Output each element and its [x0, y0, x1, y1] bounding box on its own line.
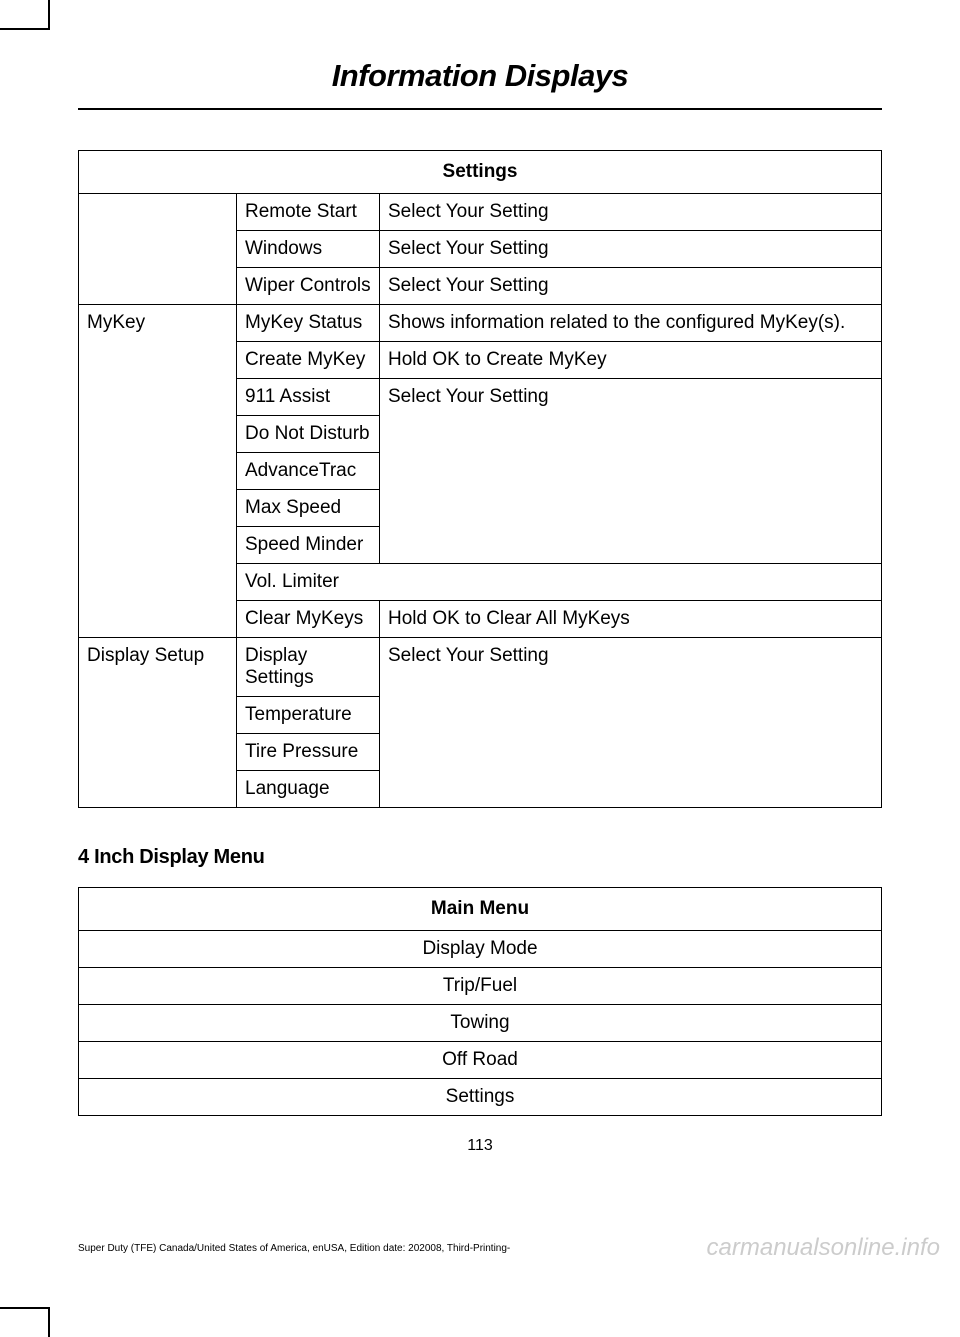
cell-option: Max Speed	[237, 490, 380, 527]
section-heading: 4 Inch Display Menu	[78, 846, 882, 869]
cell-value: Select Your Setting	[380, 268, 882, 305]
menu-item: Towing	[79, 1005, 882, 1042]
cell-option: 911 Assist	[237, 379, 380, 416]
settings-header: Settings	[79, 151, 882, 194]
menu-item: Settings	[79, 1079, 882, 1116]
cell-value: Select Your Setting	[380, 194, 882, 231]
cell-option: Create MyKey	[237, 342, 380, 379]
cell-option: MyKey Status	[237, 305, 380, 342]
crop-mark-bottom-left	[0, 1307, 50, 1337]
cell-option: Display Settings	[237, 638, 380, 697]
table-row: Trip/Fuel	[79, 968, 882, 1005]
watermark: carmanualsonline.info	[707, 1234, 940, 1262]
main-menu-header: Main Menu	[79, 888, 882, 931]
table-header-row: Settings	[79, 151, 882, 194]
cell-option: Do Not Disturb	[237, 416, 380, 453]
page-header: Information Displays	[0, 0, 960, 102]
crop-mark-top-left	[0, 0, 50, 30]
cell-option: Speed Minder	[237, 527, 380, 564]
table-row: Display Mode	[79, 931, 882, 968]
cell-option: Temperature	[237, 697, 380, 734]
menu-item: Trip/Fuel	[79, 968, 882, 1005]
cell-option: Clear MyKeys	[237, 601, 380, 638]
cell-option: Windows	[237, 231, 380, 268]
table-header-row: Main Menu	[79, 888, 882, 931]
footer-text: Super Duty (TFE) Canada/United States of…	[78, 1243, 510, 1254]
page-title: Information Displays	[0, 58, 960, 94]
cell-category: MyKey	[79, 305, 237, 638]
cell-value: Select Your Setting	[380, 638, 882, 808]
table-row: Off Road	[79, 1042, 882, 1079]
main-menu-table: Main Menu Display Mode Trip/Fuel Towing …	[78, 887, 882, 1116]
cell-value: Select Your Setting	[380, 231, 882, 268]
cell-category: Display Setup	[79, 638, 237, 808]
settings-table: Settings Remote Start Select Your Settin…	[78, 150, 882, 808]
table-row: Towing	[79, 1005, 882, 1042]
content-area: Settings Remote Start Select Your Settin…	[0, 110, 960, 1116]
cell-category	[79, 194, 237, 305]
cell-value: Hold OK to Clear All MyKeys	[380, 601, 882, 638]
table-row: Display Setup Display Settings Select Yo…	[79, 638, 882, 697]
cell-option: Remote Start	[237, 194, 380, 231]
page-number: 113	[0, 1137, 960, 1155]
cell-option: Language	[237, 771, 380, 808]
table-row: Remote Start Select Your Setting	[79, 194, 882, 231]
cell-option: AdvanceTrac	[237, 453, 380, 490]
menu-item: Off Road	[79, 1042, 882, 1079]
cell-option: Tire Pressure	[237, 734, 380, 771]
cell-option: Wiper Controls	[237, 268, 380, 305]
cell-value: Select Your Setting	[380, 379, 882, 564]
table-row: MyKey MyKey Status Shows information rel…	[79, 305, 882, 342]
table-row: Settings	[79, 1079, 882, 1116]
cell-option: Vol. Limiter	[237, 564, 882, 601]
menu-item: Display Mode	[79, 931, 882, 968]
cell-value: Shows information related to the configu…	[380, 305, 882, 342]
cell-value: Hold OK to Create MyKey	[380, 342, 882, 379]
